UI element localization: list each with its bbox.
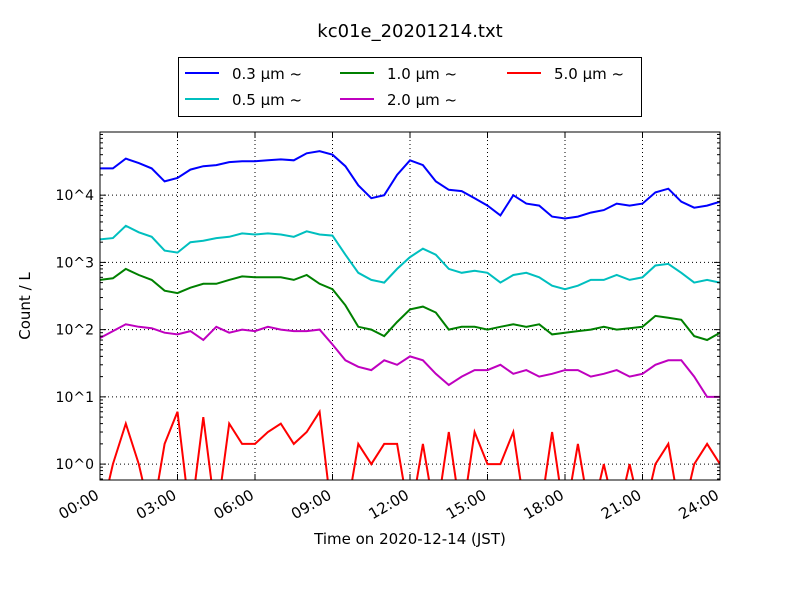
series-line-4 <box>100 323 720 398</box>
legend-label: 1.0 μm ~ <box>387 65 457 83</box>
x-tick-label: 03:00 <box>133 486 179 523</box>
series-group <box>100 150 720 480</box>
y-tick-label: 10^3 <box>56 255 94 271</box>
x-tick-label: 06:00 <box>211 486 257 523</box>
y-tick-label: 10^4 <box>56 188 95 204</box>
x-tick-label: 21:00 <box>598 486 644 523</box>
legend-label: 0.3 μm ~ <box>232 65 302 83</box>
x-tick-label: 15:00 <box>443 486 489 523</box>
x-tick-label: 24:00 <box>676 486 722 523</box>
x-axis-label: Time on 2020-12-14 (JST) <box>313 530 506 548</box>
legend-label: 0.5 μm ~ <box>232 91 302 109</box>
legend-label: 5.0 μm ~ <box>554 65 624 83</box>
x-tick-label: 12:00 <box>366 486 412 523</box>
x-tick-label: 18:00 <box>521 486 567 523</box>
series-line-1 <box>100 150 720 220</box>
y-tick-label: 10^0 <box>56 457 94 473</box>
series-line-3 <box>100 267 720 342</box>
x-tick-label: 00:00 <box>56 486 102 523</box>
y-tick-label: 10^2 <box>56 323 94 339</box>
series-line-5 <box>108 408 720 480</box>
grid-lines <box>100 132 720 480</box>
series-line-2 <box>100 224 720 291</box>
y-axis-label: Count / L <box>16 272 34 340</box>
legend: 0.3 μm ~ 0.5 μm ~ 1.0 μm ~ 2.0 μm ~ 5.0 μm ~ <box>178 57 642 117</box>
chart-title: kc01e_20201214.txt <box>317 21 502 42</box>
y-tick-label: 10^1 <box>56 390 94 406</box>
x-tick-label: 09:00 <box>288 486 334 523</box>
legend-label: 2.0 μm ~ <box>387 91 457 109</box>
